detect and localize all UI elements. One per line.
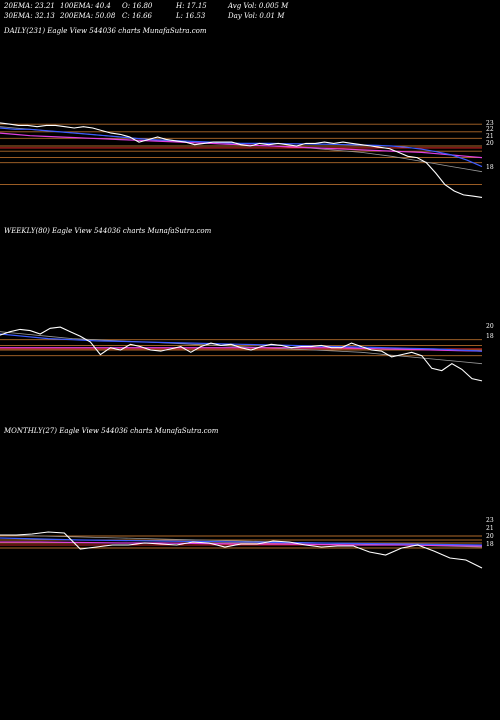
price-line — [0, 531, 483, 569]
high-value: H: 17.15 — [176, 2, 207, 10]
y-tick-label: 20 — [486, 323, 494, 330]
y-tick-label: 23 — [486, 120, 494, 127]
day-vol-value: Day Vol: 0.01 M — [228, 12, 285, 20]
ema20-value: 20EMA: 23.21 — [4, 2, 55, 10]
price-line — [0, 326, 483, 382]
y-tick-label: 20 — [486, 140, 494, 147]
close-value: C: 16.66 — [122, 12, 152, 20]
avg-vol-value: Avg Vol: 0.005 M — [228, 2, 289, 10]
price-line — [0, 122, 483, 198]
daily-panel-label: DAILY(231) Eagle View 544036 charts Muna… — [4, 27, 207, 35]
ema100-value: 100EMA: 40.4 — [60, 2, 111, 10]
ma-grey-line — [0, 331, 483, 365]
monthly-panel-label: MONTHLY(27) Eagle View 544036 charts Mun… — [4, 427, 219, 435]
open-value: O: 16.80 — [122, 2, 153, 10]
y-tick-label: 21 — [486, 525, 494, 532]
ma-blue-line — [0, 537, 483, 546]
ma-blue-line — [0, 127, 483, 168]
y-tick-label: 18 — [486, 164, 494, 171]
y-tick-label: 23 — [486, 517, 494, 524]
ma-magenta-line — [0, 132, 483, 159]
ma-blue-line — [0, 333, 483, 352]
ema200-value: 200EMA: 50.08 — [60, 12, 116, 20]
weekly-panel-label: WEEKLY(80) Eagle View 544036 charts Muna… — [4, 227, 212, 235]
y-tick-label: 22 — [486, 126, 494, 133]
low-value: L: 16.53 — [176, 12, 206, 20]
y-tick-label: 18 — [486, 333, 494, 340]
y-tick-label: 18 — [486, 541, 494, 548]
y-tick-label: 20 — [486, 533, 494, 540]
y-tick-label: 21 — [486, 133, 494, 140]
ema30-value: 30EMA: 32.13 — [4, 12, 55, 20]
